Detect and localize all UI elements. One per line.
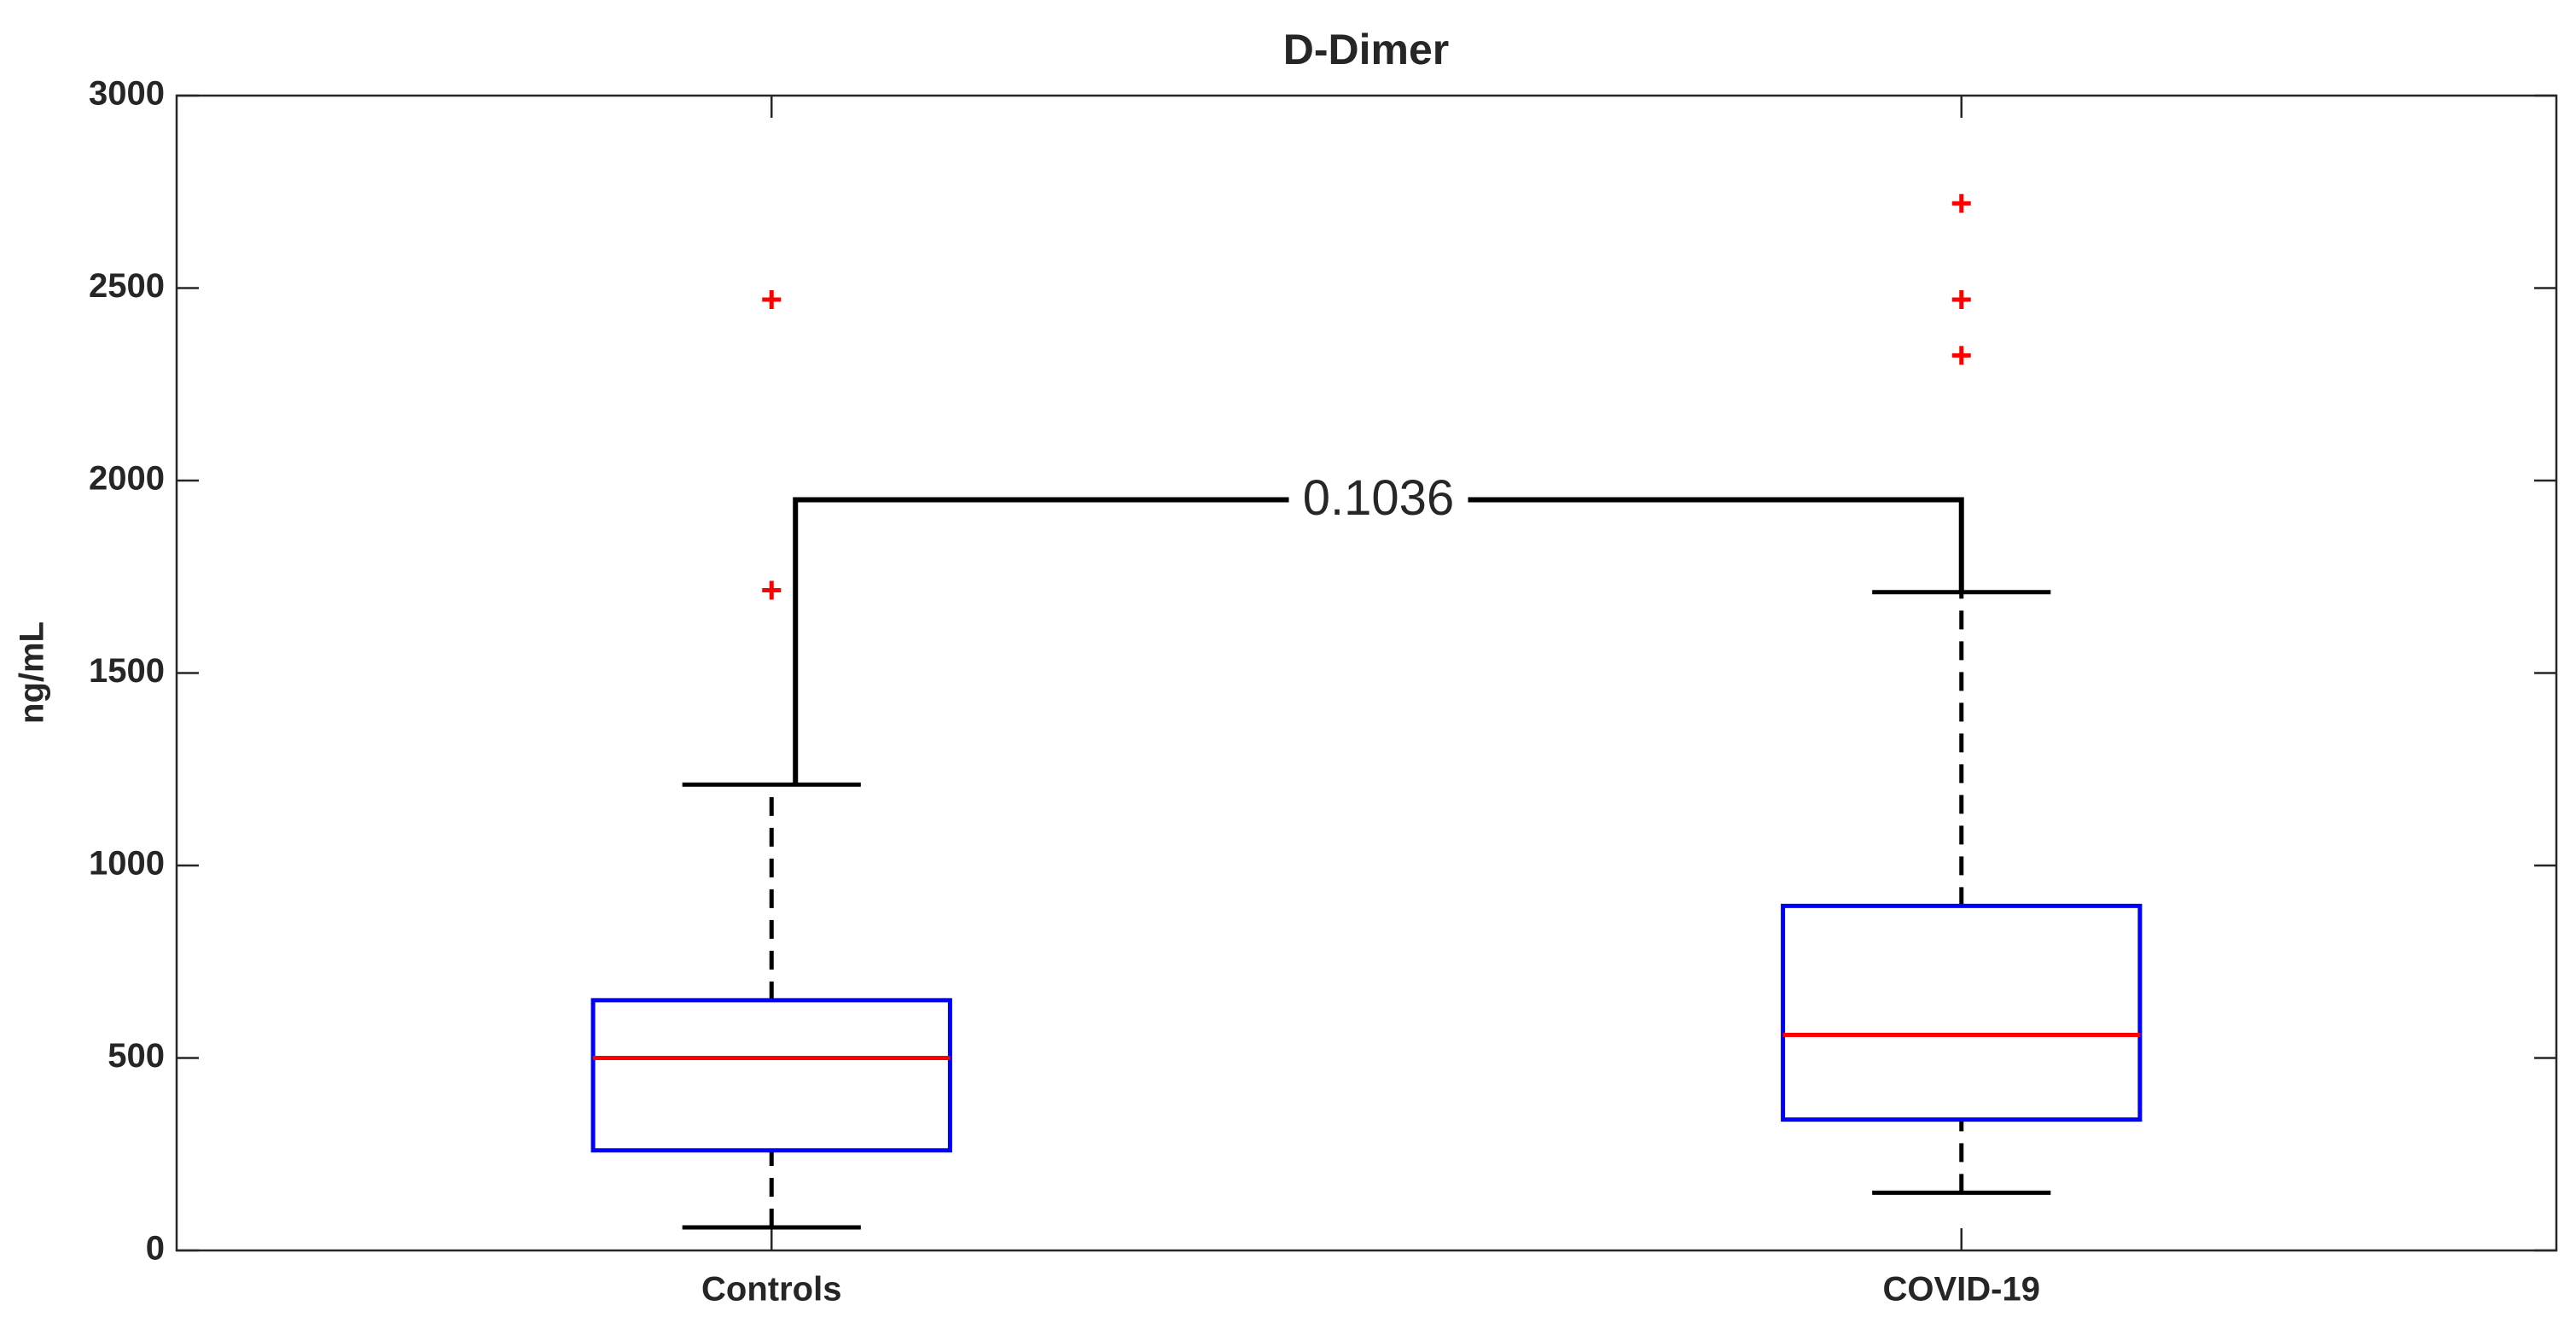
outlier <box>1951 194 1971 213</box>
x-tick-label: Controls <box>701 1271 841 1308</box>
y-tick-label: 1000 <box>89 845 165 883</box>
y-tick-label: 2000 <box>89 460 165 498</box>
y-tick-label: 2500 <box>89 267 165 305</box>
y-tick-label: 1500 <box>89 652 165 690</box>
y-tick-label: 3000 <box>89 75 165 113</box>
box <box>590 998 952 1153</box>
chart-title: D-Dimer <box>1283 26 1449 73</box>
y-axis-label: ng/mL <box>14 621 51 724</box>
y-tick-label: 0 <box>146 1230 165 1268</box>
y-tick-label: 500 <box>108 1037 165 1075</box>
outlier <box>762 580 782 600</box>
significance-label: 0.1036 <box>1303 470 1454 526</box>
outlier <box>1951 290 1971 310</box>
outlier <box>762 290 782 310</box>
significance-label-bg <box>1288 474 1468 526</box>
box <box>1781 903 2143 1122</box>
x-tick-label: COVID-19 <box>1883 1271 2041 1308</box>
outlier <box>1951 346 1971 365</box>
